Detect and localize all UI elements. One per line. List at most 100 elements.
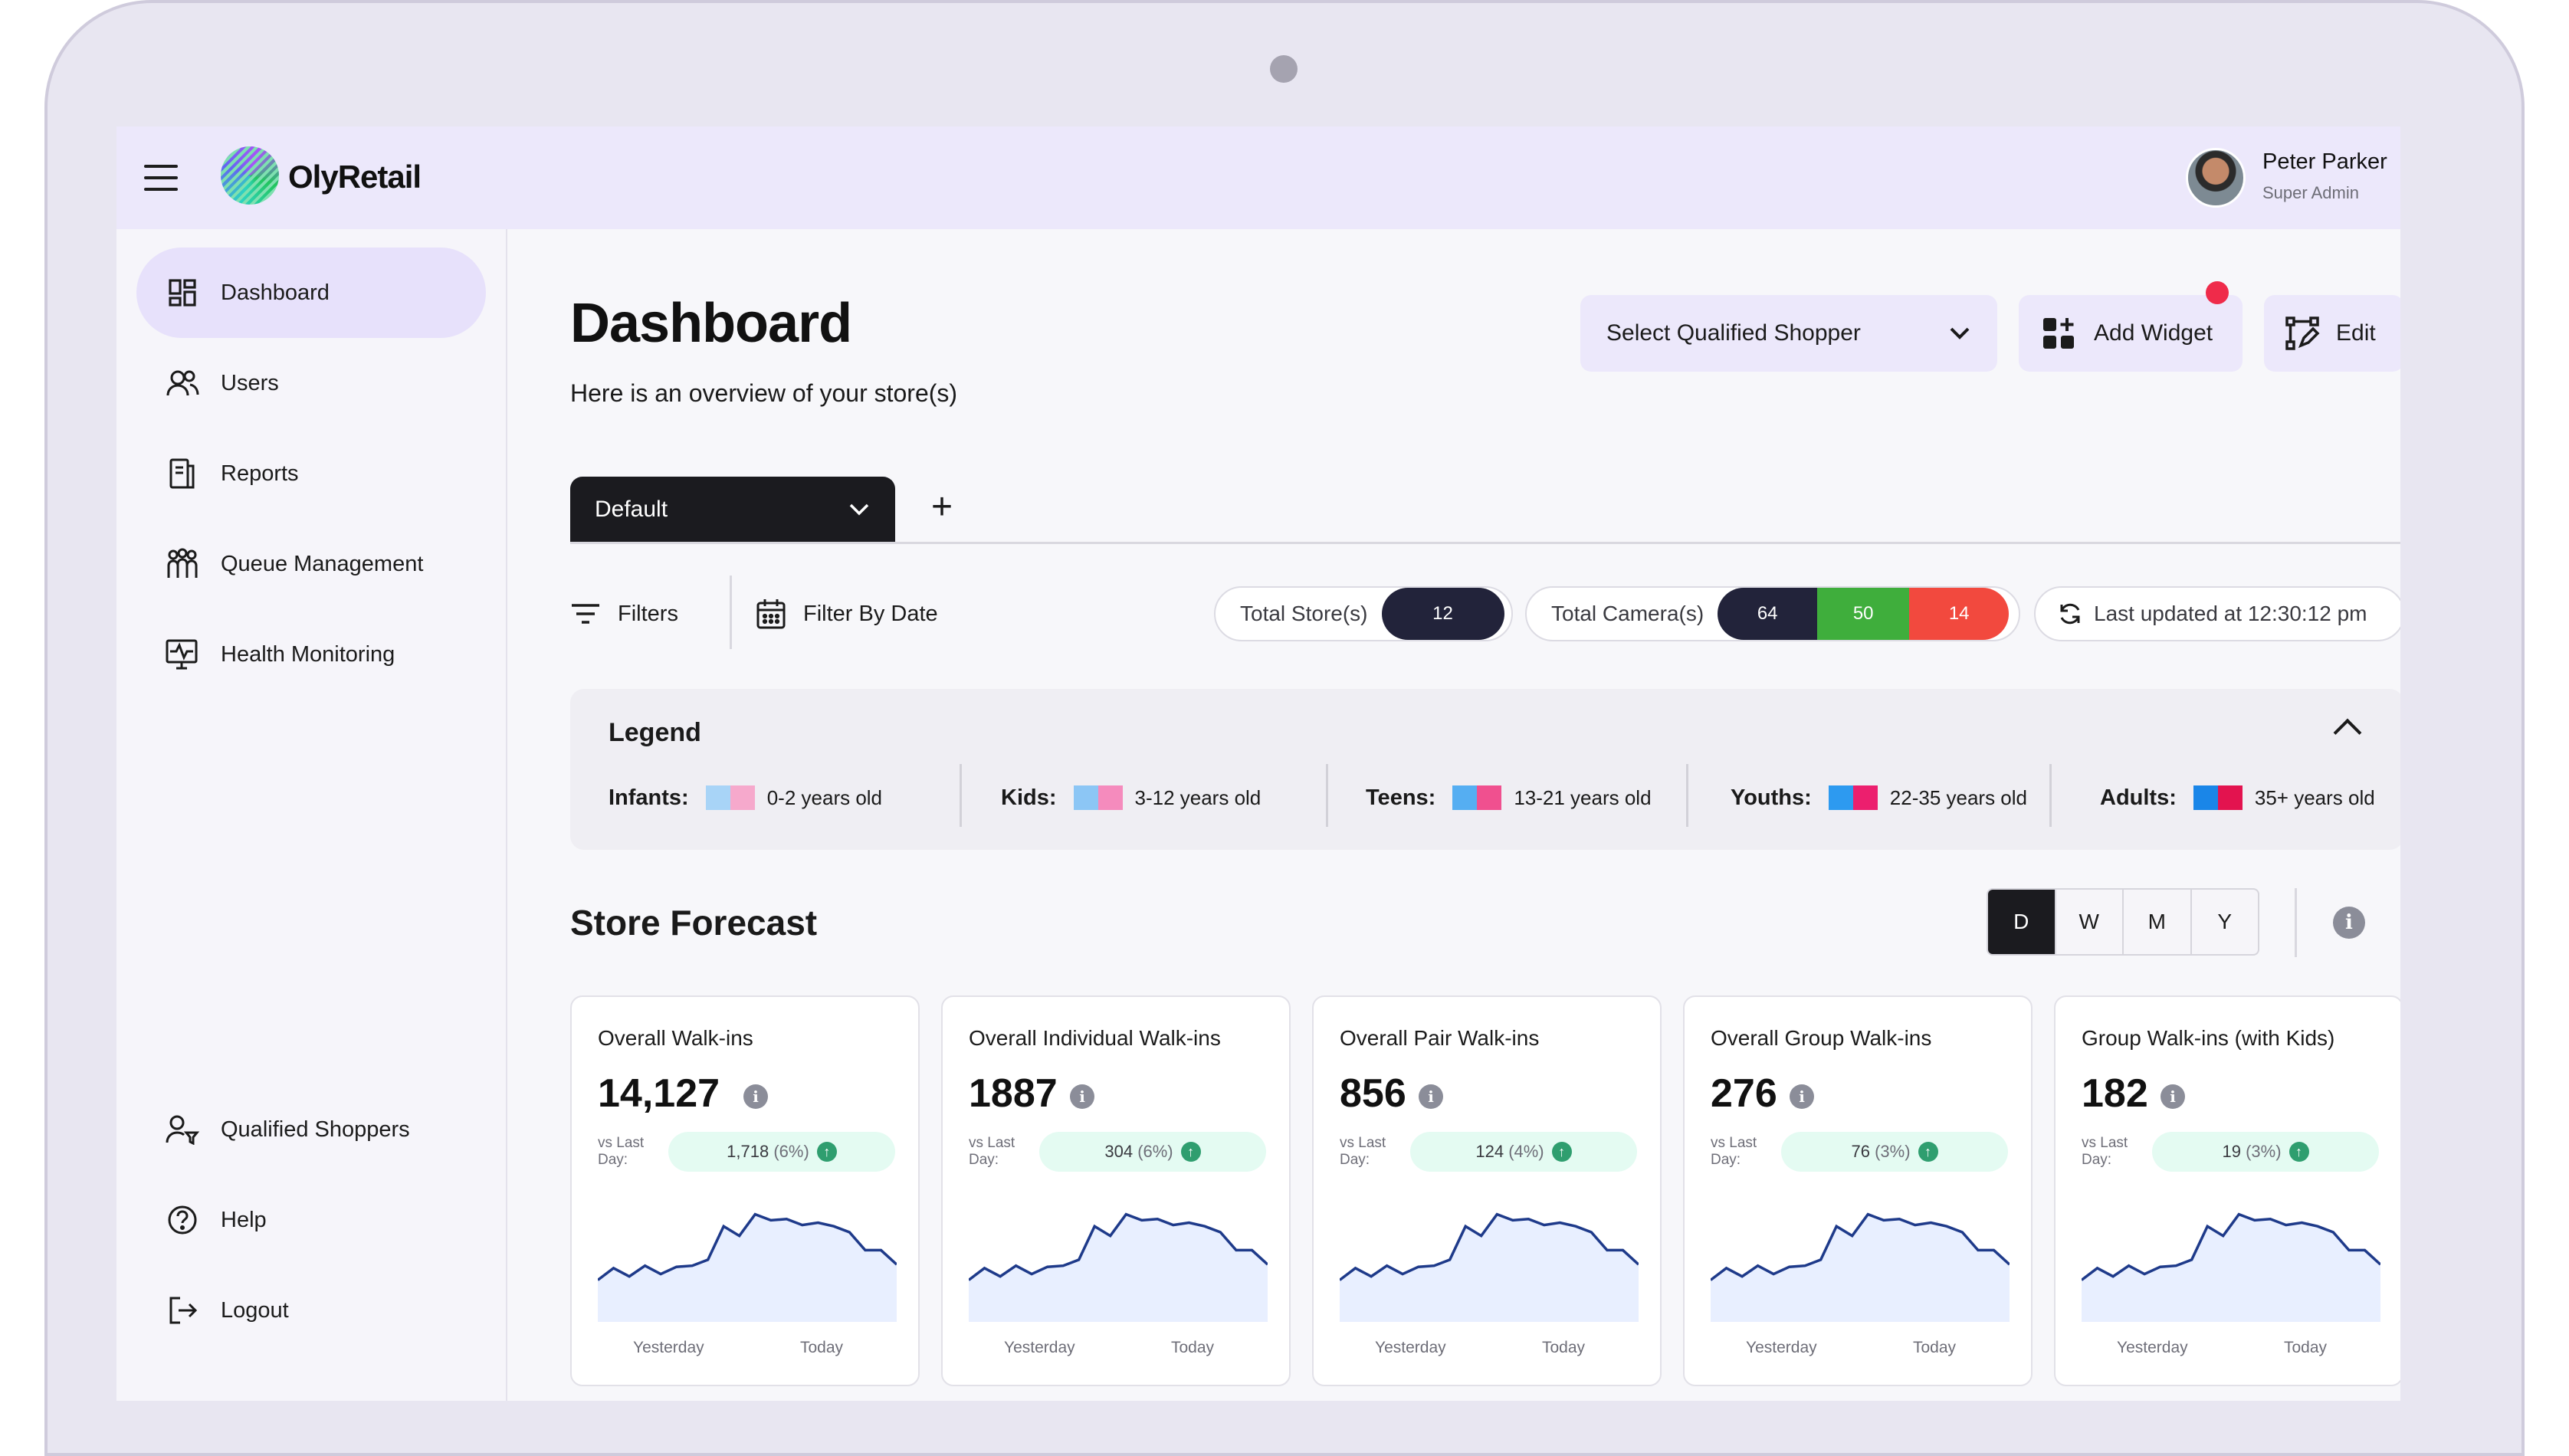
card-delta-value: 19 bbox=[2222, 1142, 2241, 1161]
tab-default[interactable]: Default bbox=[570, 477, 895, 543]
sidebar-item-users[interactable]: Users bbox=[136, 338, 486, 428]
forecast-card[interactable]: Overall Group Walk-ins 276 i vs Last Day: 76… bbox=[1683, 995, 2033, 1386]
user-name: Peter Parker bbox=[2262, 149, 2387, 174]
arrow-up-icon: ↑ bbox=[2288, 1142, 2309, 1162]
legend-swatch bbox=[730, 785, 755, 810]
x-axis-label: Today bbox=[800, 1339, 844, 1356]
card-delta-percent: (6%) bbox=[773, 1142, 809, 1161]
info-icon[interactable]: i bbox=[2333, 907, 2365, 939]
calendar-icon bbox=[756, 599, 786, 629]
add-widget-button[interactable]: Add Widget bbox=[2019, 295, 2243, 372]
legend-range: 35+ years old bbox=[2254, 785, 2375, 809]
forecast-card[interactable]: Overall Pair Walk-ins 856 i vs Last Day: 124… bbox=[1312, 995, 1662, 1386]
legend-range: 0-2 years old bbox=[766, 785, 883, 809]
queue-icon bbox=[164, 546, 201, 582]
period-day-button[interactable]: D bbox=[1988, 890, 2056, 954]
period-week-button[interactable]: W bbox=[2056, 890, 2124, 954]
trend-area bbox=[969, 1214, 1268, 1322]
legend-swatch bbox=[1097, 785, 1123, 810]
page-subtitle: Here is an overview of your store(s) bbox=[570, 379, 958, 407]
period-toggle: D W M Y bbox=[1987, 888, 2259, 956]
legend-swatch bbox=[1477, 785, 1502, 810]
edit-button[interactable]: Edit bbox=[2264, 295, 2400, 372]
sidebar-item-help[interactable]: Help bbox=[136, 1175, 486, 1265]
forecast-card[interactable]: Overall Individual Walk-ins 1887 i vs Last … bbox=[941, 995, 1291, 1386]
monitor-icon bbox=[164, 636, 201, 673]
card-delta-value: 76 bbox=[1851, 1142, 1870, 1161]
card-comparison-label: vs Last Day: bbox=[2082, 1135, 2128, 1168]
info-icon[interactable]: i bbox=[743, 1084, 768, 1109]
chevron-up-icon[interactable] bbox=[2333, 718, 2362, 747]
filters-button[interactable]: Filters bbox=[570, 583, 678, 644]
menu-icon[interactable] bbox=[144, 165, 178, 191]
logout-icon bbox=[164, 1292, 201, 1329]
info-icon[interactable]: i bbox=[2161, 1084, 2185, 1109]
legend-divider bbox=[960, 764, 962, 827]
sidebar-item-dashboard[interactable]: Dashboard bbox=[136, 248, 486, 338]
sidebar-item-label: Help bbox=[221, 1207, 267, 1232]
legend-range: 3-12 years old bbox=[1134, 785, 1262, 809]
card-delta-badge: 19 (3%) ↑ bbox=[2152, 1132, 2379, 1172]
sidebar-item-qualified-shoppers[interactable]: Qualified Shoppers bbox=[136, 1084, 486, 1175]
card-delta-value: 304 bbox=[1104, 1142, 1134, 1161]
legend-divider bbox=[1686, 764, 1688, 827]
total-cameras-pill: Total Camera(s) 64 50 14 bbox=[1525, 586, 2020, 641]
main-content: Dashboard Here is an overview of your st… bbox=[509, 229, 2400, 1401]
info-icon[interactable]: i bbox=[1419, 1084, 1443, 1109]
x-axis-label: Yesterday bbox=[1746, 1339, 1817, 1356]
add-widget-label: Add Widget bbox=[2094, 320, 2213, 346]
forecast-card[interactable]: Group Walk-ins (with Kids) 182 i vs Last Da… bbox=[2054, 995, 2400, 1386]
dashboard-icon bbox=[164, 274, 201, 311]
period-year-button[interactable]: Y bbox=[2217, 910, 2233, 933]
tab-label: Default bbox=[595, 497, 668, 522]
cameras-count-segment: 64 bbox=[1718, 588, 1818, 640]
last-updated-pill[interactable]: Last updated at 12:30:12 pm bbox=[2034, 586, 2400, 641]
sidebar-item-health-monitoring[interactable]: Health Monitoring bbox=[136, 609, 486, 700]
sidebar-item-logout[interactable]: Logout bbox=[136, 1265, 486, 1356]
add-tab-button[interactable]: + bbox=[930, 487, 953, 527]
x-axis-label: Yesterday bbox=[633, 1339, 704, 1356]
toolbar-divider bbox=[2295, 888, 2297, 957]
filter-by-date-button[interactable]: Filter By Date bbox=[756, 583, 938, 644]
cameras-count-segment: 14 bbox=[1909, 588, 2010, 640]
chevron-down-icon[interactable] bbox=[848, 502, 871, 517]
x-axis-label: Today bbox=[1913, 1339, 1957, 1356]
trend-line bbox=[1711, 1212, 2010, 1281]
sidebar-item-label: Queue Management bbox=[221, 551, 424, 576]
section-title: Store Forecast bbox=[570, 903, 818, 943]
card-trend-chart bbox=[2082, 1212, 2380, 1322]
legend-range: 13-21 years old bbox=[1514, 785, 1652, 809]
info-icon[interactable]: i bbox=[1070, 1084, 1094, 1109]
card-trend-chart bbox=[1711, 1212, 2010, 1322]
avatar[interactable] bbox=[2186, 148, 2246, 208]
card-title: Group Walk-ins (with Kids) bbox=[2082, 1026, 2335, 1050]
legend-range: 22-35 years old bbox=[1889, 785, 2028, 809]
filter-by-date-label: Filter By Date bbox=[803, 601, 938, 626]
reports-icon bbox=[164, 455, 201, 492]
sidebar-item-queue-management[interactable]: Queue Management bbox=[136, 519, 486, 609]
legend-swatch bbox=[2217, 785, 2243, 810]
info-icon[interactable]: i bbox=[1790, 1084, 1814, 1109]
x-axis-label: Yesterday bbox=[1375, 1339, 1446, 1356]
sidebar-item-reports[interactable]: Reports bbox=[136, 428, 486, 519]
notification-badge bbox=[2206, 281, 2229, 304]
legend-swatch bbox=[1852, 785, 1878, 810]
legend-group-label: Infants: bbox=[609, 785, 689, 810]
qualified-shopper-select[interactable]: Select Qualified Shopper bbox=[1580, 295, 1997, 372]
legend-divider bbox=[2049, 764, 2052, 827]
top-bar: OlyRetail Peter Parker Super Admin bbox=[116, 126, 2400, 229]
period-month-button[interactable]: M bbox=[2124, 890, 2192, 954]
refresh-icon[interactable] bbox=[2057, 601, 2083, 627]
forecast-card[interactable]: Overall Walk-ins 14,127 i vs Last Day: 1,718… bbox=[570, 995, 920, 1386]
sidebar-item-label: Users bbox=[221, 370, 279, 395]
x-axis-label: Yesterday bbox=[1004, 1339, 1075, 1356]
trend-area bbox=[1711, 1214, 2010, 1322]
page-title: Dashboard bbox=[570, 293, 852, 354]
trend-area bbox=[1340, 1214, 1639, 1322]
card-value: 1887 bbox=[969, 1071, 1058, 1116]
card-delta-badge: 1,718 (6%) ↑ bbox=[668, 1132, 895, 1172]
trend-line bbox=[969, 1212, 1268, 1281]
add-widget-icon bbox=[2043, 318, 2074, 349]
legend-group-label: Adults: bbox=[2100, 785, 2177, 810]
app-logo-text[interactable]: OlyRetail bbox=[288, 159, 422, 195]
